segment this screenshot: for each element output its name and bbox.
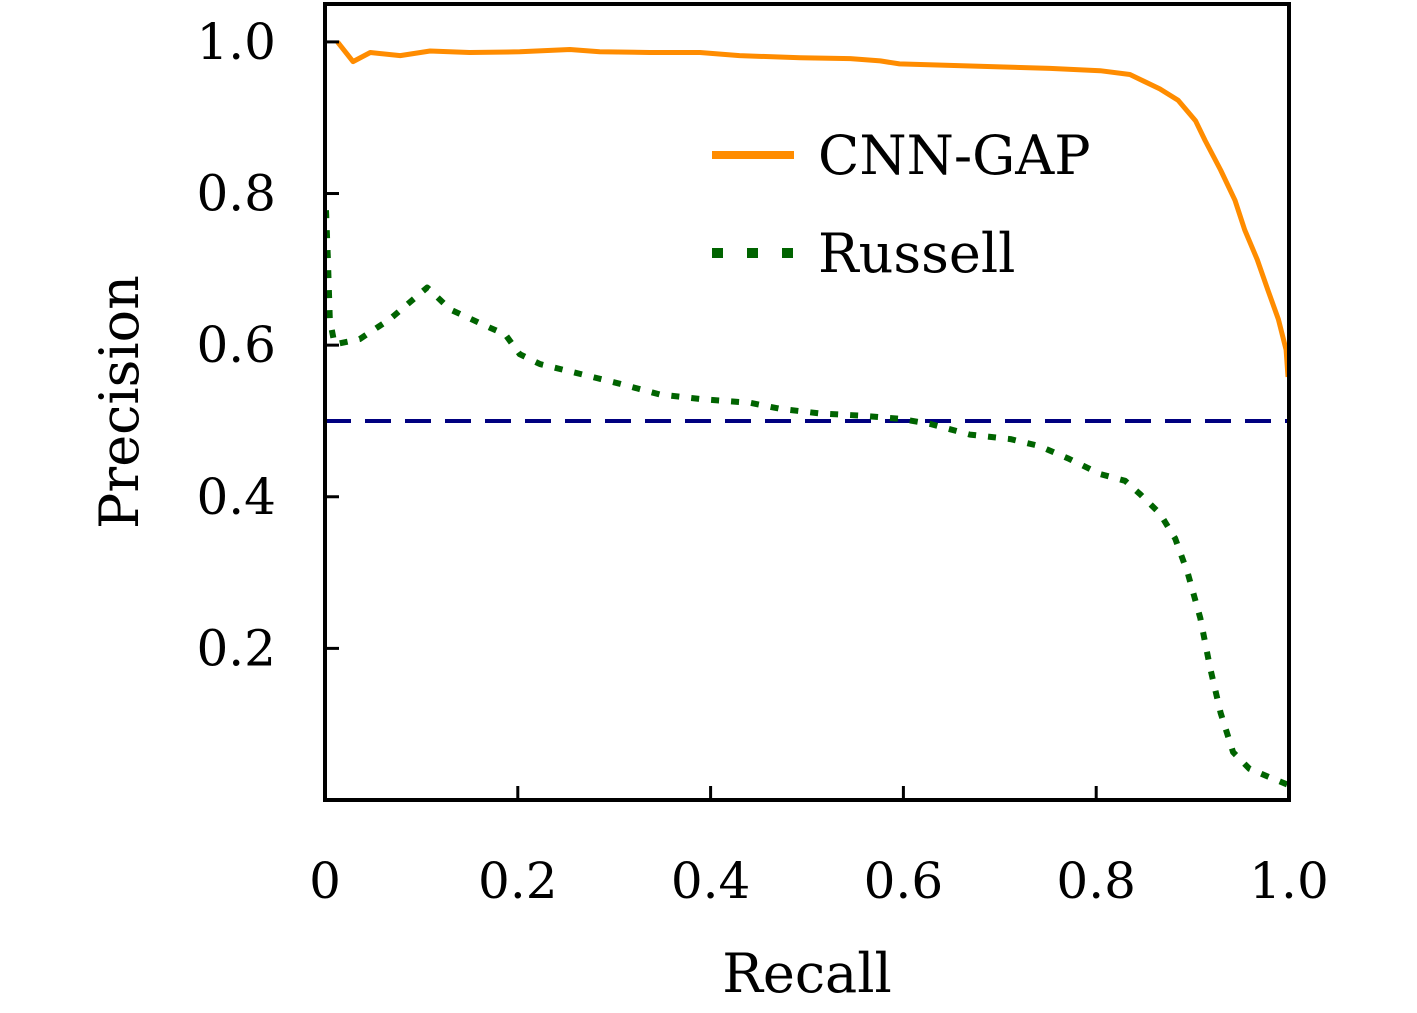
- legend-item-russell: Russell: [712, 222, 1015, 285]
- series-layer: [323, 40, 1291, 788]
- x-tick-label: 0.6: [864, 852, 944, 910]
- series-cnn-gap: [335, 40, 1291, 378]
- plot-frame: [323, 2, 1291, 802]
- x-axis-ticks: 0 0.2 0.4 0.6 0.8 1.0: [309, 786, 1329, 910]
- x-tick-label: 0.4: [671, 852, 751, 910]
- x-axis-label: Recall: [722, 942, 892, 1005]
- y-tick-label: 0.6: [196, 316, 276, 374]
- x-tick-label: 0.8: [1056, 852, 1136, 910]
- y-tick-label: 1.0: [196, 13, 276, 71]
- legend-label: CNN-GAP: [818, 124, 1091, 187]
- y-tick-label: 0.2: [196, 619, 276, 677]
- legend: CNN-GAP Russell: [712, 124, 1091, 285]
- series-line-cnn-gap: [335, 40, 1291, 378]
- x-tick-label: 0: [309, 852, 341, 910]
- y-axis-ticks: 0.2 0.4 0.6 0.8 1.0: [196, 13, 339, 677]
- y-tick-label: 0.4: [196, 468, 276, 526]
- legend-label: Russell: [818, 222, 1015, 285]
- y-axis-label: Precision: [88, 275, 151, 529]
- x-tick-label: 0.2: [478, 852, 558, 910]
- y-tick-label: 0.8: [196, 165, 276, 223]
- x-tick-label: 1.0: [1249, 852, 1329, 910]
- legend-item-cnn-gap: CNN-GAP: [712, 124, 1091, 187]
